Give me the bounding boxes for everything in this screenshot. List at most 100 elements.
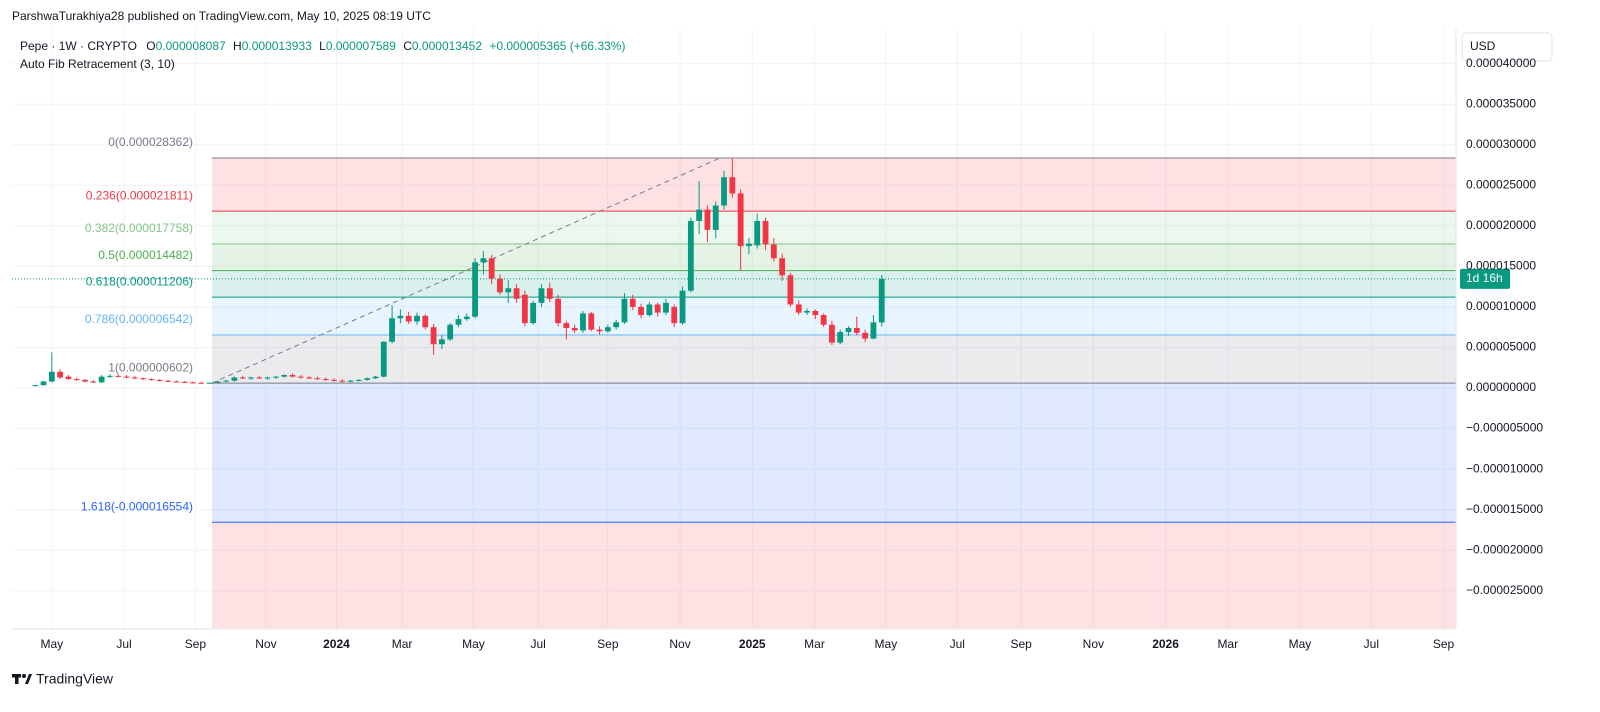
candle-body (389, 318, 395, 342)
candle-body (737, 193, 744, 247)
candle-body (397, 315, 404, 319)
candle-body (447, 324, 454, 340)
currency: USD (1470, 39, 1496, 53)
candle-body (414, 315, 420, 322)
x-tick-label: Mar (1217, 637, 1238, 651)
candle-body (704, 209, 711, 230)
y-tick-label: 0.000015000 (1466, 259, 1536, 273)
candle-body (878, 278, 885, 323)
candle-body (463, 316, 470, 320)
currency-button[interactable] (1461, 32, 1553, 62)
candle-body (272, 376, 279, 378)
candle-body (770, 244, 777, 259)
candle-body (364, 378, 371, 380)
candle-body (98, 376, 105, 383)
candle-body (322, 379, 329, 381)
y-tick-label: 0.000040000 (1466, 56, 1536, 70)
fib-trend-line (211, 157, 721, 384)
y-tick-label: −0.000010000 (1466, 461, 1543, 475)
candle-body (488, 258, 495, 279)
candle-body (173, 381, 180, 383)
candle-body (32, 385, 39, 387)
x-tick-label: Mar (392, 637, 413, 651)
candle-body (256, 377, 263, 379)
candle-body (663, 302, 669, 313)
candle-body (853, 328, 860, 333)
candle-body (314, 378, 321, 380)
x-tick-label: Sep (1010, 637, 1032, 651)
candle-body (339, 380, 346, 382)
candle-body (521, 294, 528, 324)
candle-body (696, 209, 703, 221)
x-tick-label: 2025 (739, 637, 766, 651)
candle-body (513, 288, 520, 299)
countdown: 1d 16h (1466, 271, 1503, 285)
candle-body (629, 298, 636, 307)
x-tick-label: Nov (255, 637, 276, 651)
y-tick-label: 0.000030000 (1466, 137, 1536, 151)
x-tick-label: May (875, 637, 898, 651)
x-tick-label: Jul (116, 637, 131, 651)
x-tick-label: 2026 (1152, 637, 1179, 651)
candle-body (638, 306, 644, 316)
candle-body (82, 379, 88, 382)
candle-body (206, 382, 213, 384)
x-tick-label: Jul (950, 637, 965, 651)
candle-body (862, 332, 869, 339)
candle-body (405, 315, 412, 322)
ohlc-key: C (403, 39, 412, 53)
candle-body (40, 381, 47, 386)
x-tick-label: Sep (597, 637, 619, 651)
candle-body (455, 319, 462, 325)
y-tick-label: 0.000010000 (1466, 299, 1536, 313)
candle-body (65, 376, 72, 380)
candle-body (779, 258, 786, 276)
candle-body (596, 329, 603, 332)
y-tick-label: 0.000005000 (1466, 340, 1536, 354)
candle-body (546, 288, 553, 299)
candle-body (538, 288, 545, 303)
candle-body (57, 371, 64, 378)
fib-zone (212, 383, 1456, 523)
candle-body (837, 332, 844, 343)
candle-body (787, 275, 794, 305)
candle-body (729, 177, 736, 194)
indicator-name: Auto Fib Retracement (3, 10) (20, 57, 175, 71)
ohlc-value: 0.000008087 (156, 39, 226, 53)
x-tick-label: May (1289, 637, 1312, 651)
x-tick-label: Sep (185, 637, 207, 651)
fib-level-label: 0.786(0.000006542) (85, 312, 193, 326)
ohlc-key: H (233, 39, 242, 53)
candle-body (239, 377, 246, 379)
fib-zone (212, 158, 1456, 212)
candle-body (604, 327, 611, 332)
brand-logo (12, 674, 32, 684)
candle-body (505, 288, 512, 293)
candle-body (148, 379, 155, 381)
y-tick-label: 0.000035000 (1466, 96, 1536, 110)
fib-level-label: 0(0.000028362) (108, 135, 193, 149)
candle-body (613, 322, 620, 328)
candle-body (347, 380, 354, 382)
x-tick-label: Nov (669, 637, 690, 651)
candle-body (372, 376, 379, 379)
candle-body (73, 379, 80, 381)
candle-body (671, 306, 678, 324)
x-tick-label: 2024 (323, 637, 350, 651)
candle-body (497, 278, 503, 293)
symbol: Pepe · 1W · CRYPTO (20, 39, 137, 53)
y-tick-label: −0.000005000 (1466, 421, 1543, 435)
candle-body (438, 339, 445, 345)
x-tick-label: Nov (1083, 637, 1104, 651)
candle-body (422, 315, 429, 328)
candle-body (107, 375, 113, 377)
fib-level-label: 0.618(0.000011206) (86, 274, 193, 288)
candle-body (654, 304, 661, 313)
candle-body (795, 304, 802, 313)
x-tick-label: Mar (804, 637, 825, 651)
ohlc-value: 0.000013452 (412, 39, 482, 53)
legend-line: Pepe · 1W · CRYPTO O0.000008087 H0.00001… (20, 39, 625, 53)
x-tick-label: Jul (1364, 637, 1379, 651)
candle-body (115, 375, 122, 377)
candle-body (820, 315, 827, 325)
